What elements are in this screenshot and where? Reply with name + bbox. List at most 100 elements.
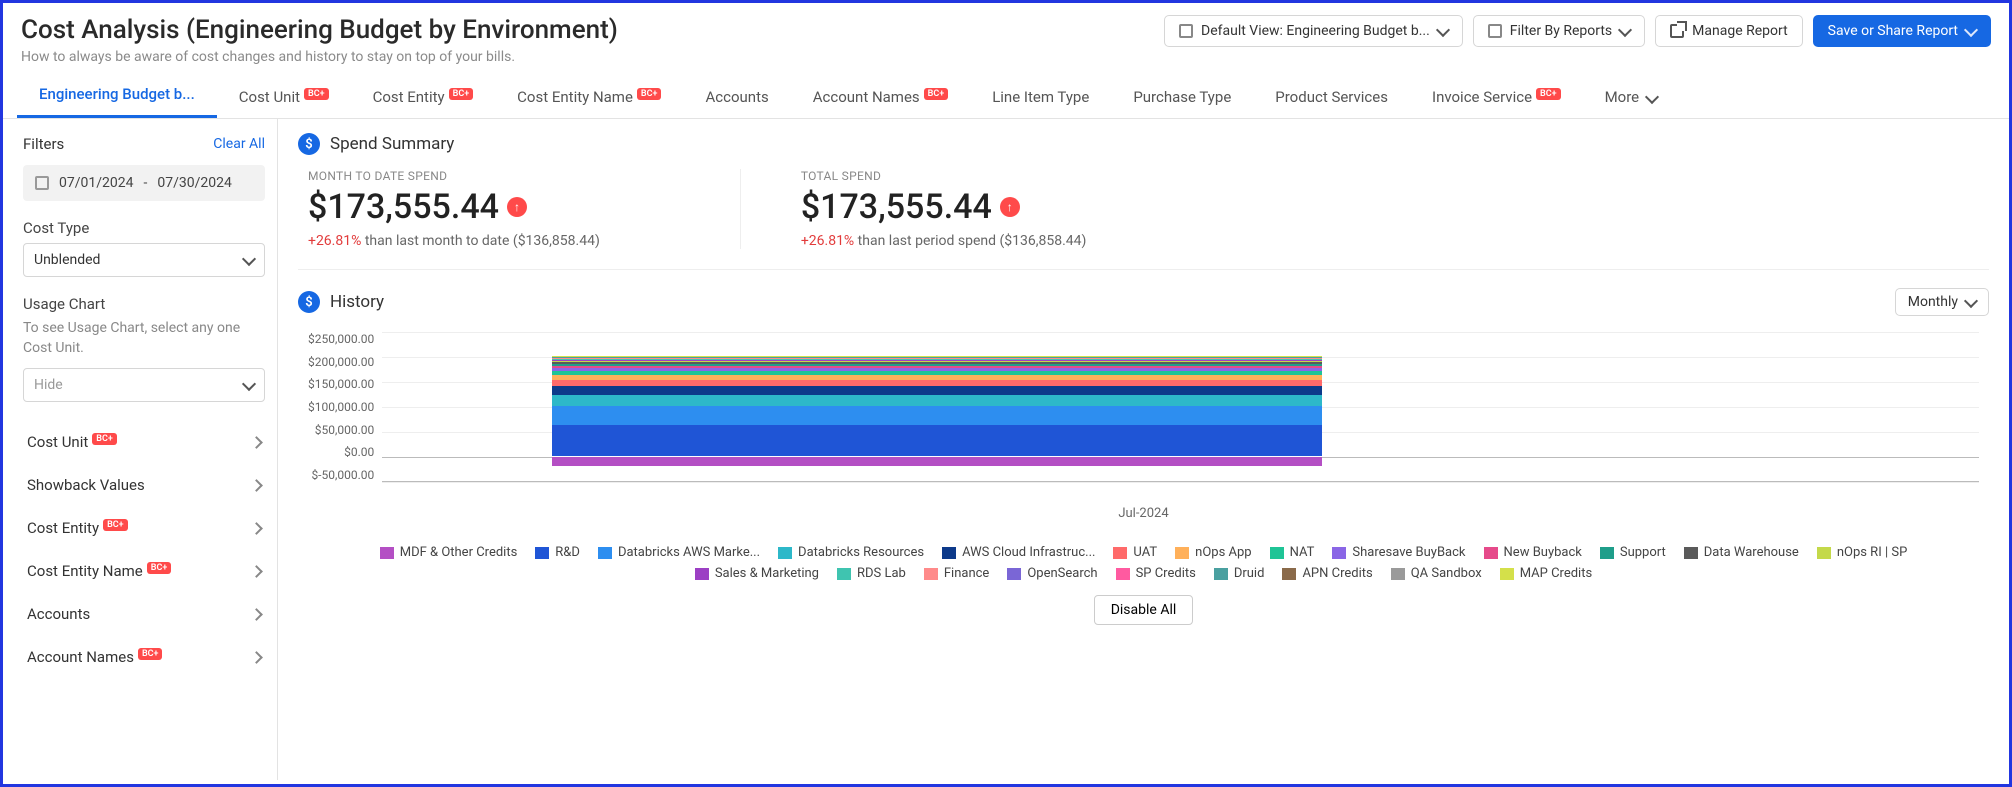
legend-item[interactable]: Databricks AWS Marke... — [598, 545, 760, 560]
tab-invoice-service[interactable]: Invoice ServiceBC+ — [1410, 76, 1583, 118]
legend-label: Databricks AWS Marke... — [618, 545, 760, 560]
tab-accounts[interactable]: Accounts — [683, 76, 790, 118]
legend-item[interactable]: Sales & Marketing — [695, 566, 819, 581]
legend-item[interactable]: Support — [1600, 545, 1666, 560]
legend-swatch — [1007, 568, 1021, 580]
spend-summary-title: Spend Summary — [330, 134, 454, 154]
badge: BC+ — [449, 88, 474, 100]
legend-label: MAP Credits — [1520, 566, 1592, 581]
legend-label: Sales & Marketing — [715, 566, 819, 581]
legend-item[interactable]: nOps App — [1175, 545, 1251, 560]
filter-row-label: Account NamesBC+ — [27, 648, 162, 666]
history-icon: $ — [298, 291, 320, 313]
tab-more[interactable]: More — [1583, 76, 1679, 118]
legend-label: AWS Cloud Infrastruc... — [962, 545, 1095, 560]
header: Cost Analysis (Engineering Budget by Env… — [3, 3, 2009, 73]
legend-swatch — [778, 547, 792, 559]
ytick: $0.00 — [344, 445, 374, 459]
tab-line-item-type[interactable]: Line Item Type — [970, 76, 1111, 118]
tab-account-names[interactable]: Account NamesBC+ — [791, 76, 970, 118]
manage-report-label: Manage Report — [1692, 23, 1788, 39]
legend-item[interactable]: Sharesave BuyBack — [1332, 545, 1465, 560]
page-subtitle: How to always be aware of cost changes a… — [21, 49, 618, 65]
legend-label: APN Credits — [1302, 566, 1372, 581]
filter-row-accounts[interactable]: Accounts — [23, 592, 265, 635]
legend-item[interactable]: Data Warehouse — [1684, 545, 1799, 560]
tab-bar: Engineering Budget b...Cost UnitBC+Cost … — [3, 73, 2009, 119]
legend-item[interactable]: APN Credits — [1282, 566, 1372, 581]
calendar-icon — [35, 176, 49, 190]
chevron-right-icon — [250, 651, 263, 664]
legend-label: NAT — [1290, 545, 1315, 560]
default-view-dropdown[interactable]: Default View: Engineering Budget b... — [1164, 15, 1463, 47]
filter-row-label: Cost EntityBC+ — [27, 519, 128, 537]
legend-item[interactable]: Finance — [924, 566, 989, 581]
usage-chart-label: Usage Chart — [23, 295, 265, 313]
ytick: $50,000.00 — [315, 423, 374, 437]
legend-item[interactable]: New Buyback — [1484, 545, 1582, 560]
chart-yaxis: $250,000.00$200,000.00$150,000.00$100,00… — [308, 332, 382, 482]
filter-row-account-names[interactable]: Account NamesBC+ — [23, 635, 265, 678]
filter-row-label: Cost UnitBC+ — [27, 433, 117, 451]
cost-type-label: Cost Type — [23, 219, 265, 237]
legend-swatch — [1282, 568, 1296, 580]
chevron-down-icon — [1618, 22, 1632, 36]
chart-xlabel: Jul-2024 — [308, 506, 1979, 521]
date-range-picker[interactable]: 07/01/2024 - 07/30/2024 — [23, 165, 265, 201]
legend-item[interactable]: Databricks Resources — [778, 545, 924, 560]
history-header: $ History Monthly — [298, 288, 1989, 316]
filter-rows: Cost UnitBC+ Showback Values Cost EntityBC… — [23, 420, 265, 678]
filter-row-cost-entity-name[interactable]: Cost Entity NameBC+ — [23, 549, 265, 592]
cost-type-value: Unblended — [34, 252, 100, 268]
tab-product-services[interactable]: Product Services — [1253, 76, 1410, 118]
clear-all-link[interactable]: Clear All — [213, 136, 265, 152]
legend-item[interactable]: nOps RI | SP — [1817, 545, 1907, 560]
legend-label: Finance — [944, 566, 989, 581]
legend-item[interactable]: AWS Cloud Infrastruc... — [942, 545, 1095, 560]
legend-label: SP Credits — [1136, 566, 1196, 581]
legend-swatch — [942, 547, 956, 559]
tab-cost-unit[interactable]: Cost UnitBC+ — [217, 76, 351, 118]
legend-item[interactable]: MDF & Other Credits — [380, 545, 518, 560]
disable-all-button[interactable]: Disable All — [1094, 595, 1194, 625]
filter-row-label: Accounts — [27, 605, 90, 623]
tab-cost-entity-name[interactable]: Cost Entity NameBC+ — [495, 76, 683, 118]
usage-chart-select[interactable]: Hide — [23, 368, 265, 402]
save-share-button[interactable]: Save or Share Report — [1813, 15, 1991, 47]
filter-row-cost-unit[interactable]: Cost UnitBC+ — [23, 420, 265, 463]
legend-label: nOps App — [1195, 545, 1251, 560]
tab-cost-entity[interactable]: Cost EntityBC+ — [351, 76, 496, 118]
chevron-right-icon — [250, 479, 263, 492]
tab-purchase-type[interactable]: Purchase Type — [1111, 76, 1253, 118]
spend-summary: MONTH TO DATE SPEND $173,555.44 ↑ +26.81… — [298, 169, 1989, 270]
legend-item[interactable]: MAP Credits — [1500, 566, 1592, 581]
legend-item[interactable]: NAT — [1270, 545, 1315, 560]
legend-label: Data Warehouse — [1704, 545, 1799, 560]
legend-item[interactable]: SP Credits — [1116, 566, 1196, 581]
cost-type-select[interactable]: Unblended — [23, 243, 265, 277]
granularity-dropdown[interactable]: Monthly — [1895, 288, 1989, 316]
legend-item[interactable]: UAT — [1113, 545, 1157, 560]
legend-label: Databricks Resources — [798, 545, 924, 560]
legend-label: Druid — [1234, 566, 1265, 581]
legend-item[interactable]: QA Sandbox — [1391, 566, 1482, 581]
legend-swatch — [535, 547, 549, 559]
tab-engineering-budget-b-[interactable]: Engineering Budget b... — [17, 73, 217, 118]
manage-report-button[interactable]: Manage Report — [1655, 15, 1803, 47]
legend-item[interactable]: RDS Lab — [837, 566, 906, 581]
legend-item[interactable]: OpenSearch — [1007, 566, 1097, 581]
filter-reports-dropdown[interactable]: Filter By Reports — [1473, 15, 1645, 47]
total-value: $173,555.44 — [801, 187, 992, 227]
chevron-down-icon — [1964, 22, 1978, 36]
legend-label: OpenSearch — [1027, 566, 1097, 581]
legend-item[interactable]: R&D — [535, 545, 580, 560]
dollar-icon: $ — [298, 133, 320, 155]
sidebar: Filters Clear All 07/01/2024 - 07/30/202… — [3, 119, 278, 780]
stacked-bar[interactable] — [552, 356, 1322, 456]
legend-item[interactable]: Druid — [1214, 566, 1265, 581]
filter-row-cost-entity[interactable]: Cost EntityBC+ — [23, 506, 265, 549]
view-icon — [1179, 24, 1193, 38]
badge: BC+ — [304, 88, 329, 100]
filter-row-showback-values[interactable]: Showback Values — [23, 463, 265, 506]
legend-swatch — [1175, 547, 1189, 559]
